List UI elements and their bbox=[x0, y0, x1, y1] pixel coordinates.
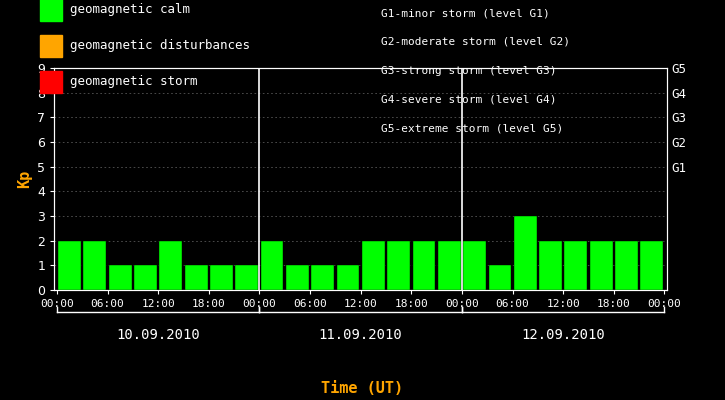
Text: geomagnetic disturbances: geomagnetic disturbances bbox=[70, 40, 250, 52]
Bar bbox=[413, 241, 436, 290]
Bar bbox=[83, 241, 107, 290]
Text: 10.09.2010: 10.09.2010 bbox=[116, 328, 200, 342]
Text: Time (UT): Time (UT) bbox=[321, 381, 404, 396]
Bar bbox=[362, 241, 385, 290]
Bar bbox=[210, 265, 233, 290]
Bar bbox=[311, 265, 334, 290]
Text: G2-moderate storm (level G2): G2-moderate storm (level G2) bbox=[381, 37, 570, 47]
Bar bbox=[58, 241, 81, 290]
Bar bbox=[615, 241, 638, 290]
Text: G4-severe storm (level G4): G4-severe storm (level G4) bbox=[381, 94, 556, 104]
Text: 12.09.2010: 12.09.2010 bbox=[521, 328, 605, 342]
Bar bbox=[640, 241, 663, 290]
Text: G1-minor storm (level G1): G1-minor storm (level G1) bbox=[381, 8, 550, 18]
Bar bbox=[109, 265, 131, 290]
Bar bbox=[261, 241, 283, 290]
Bar bbox=[286, 265, 309, 290]
Y-axis label: Kp: Kp bbox=[17, 170, 32, 188]
Bar bbox=[463, 241, 486, 290]
Bar bbox=[539, 241, 562, 290]
Text: G3-strong storm (level G3): G3-strong storm (level G3) bbox=[381, 66, 556, 76]
Bar bbox=[438, 241, 460, 290]
Bar bbox=[514, 216, 536, 290]
Text: geomagnetic storm: geomagnetic storm bbox=[70, 76, 198, 88]
Text: 11.09.2010: 11.09.2010 bbox=[319, 328, 402, 342]
Text: geomagnetic calm: geomagnetic calm bbox=[70, 4, 191, 16]
Bar bbox=[590, 241, 613, 290]
Bar bbox=[160, 241, 182, 290]
Bar bbox=[489, 265, 511, 290]
Bar bbox=[336, 265, 360, 290]
Bar bbox=[565, 241, 587, 290]
Bar bbox=[236, 265, 258, 290]
Bar bbox=[134, 265, 157, 290]
Bar bbox=[387, 241, 410, 290]
Text: G5-extreme storm (level G5): G5-extreme storm (level G5) bbox=[381, 123, 563, 133]
Bar bbox=[185, 265, 207, 290]
